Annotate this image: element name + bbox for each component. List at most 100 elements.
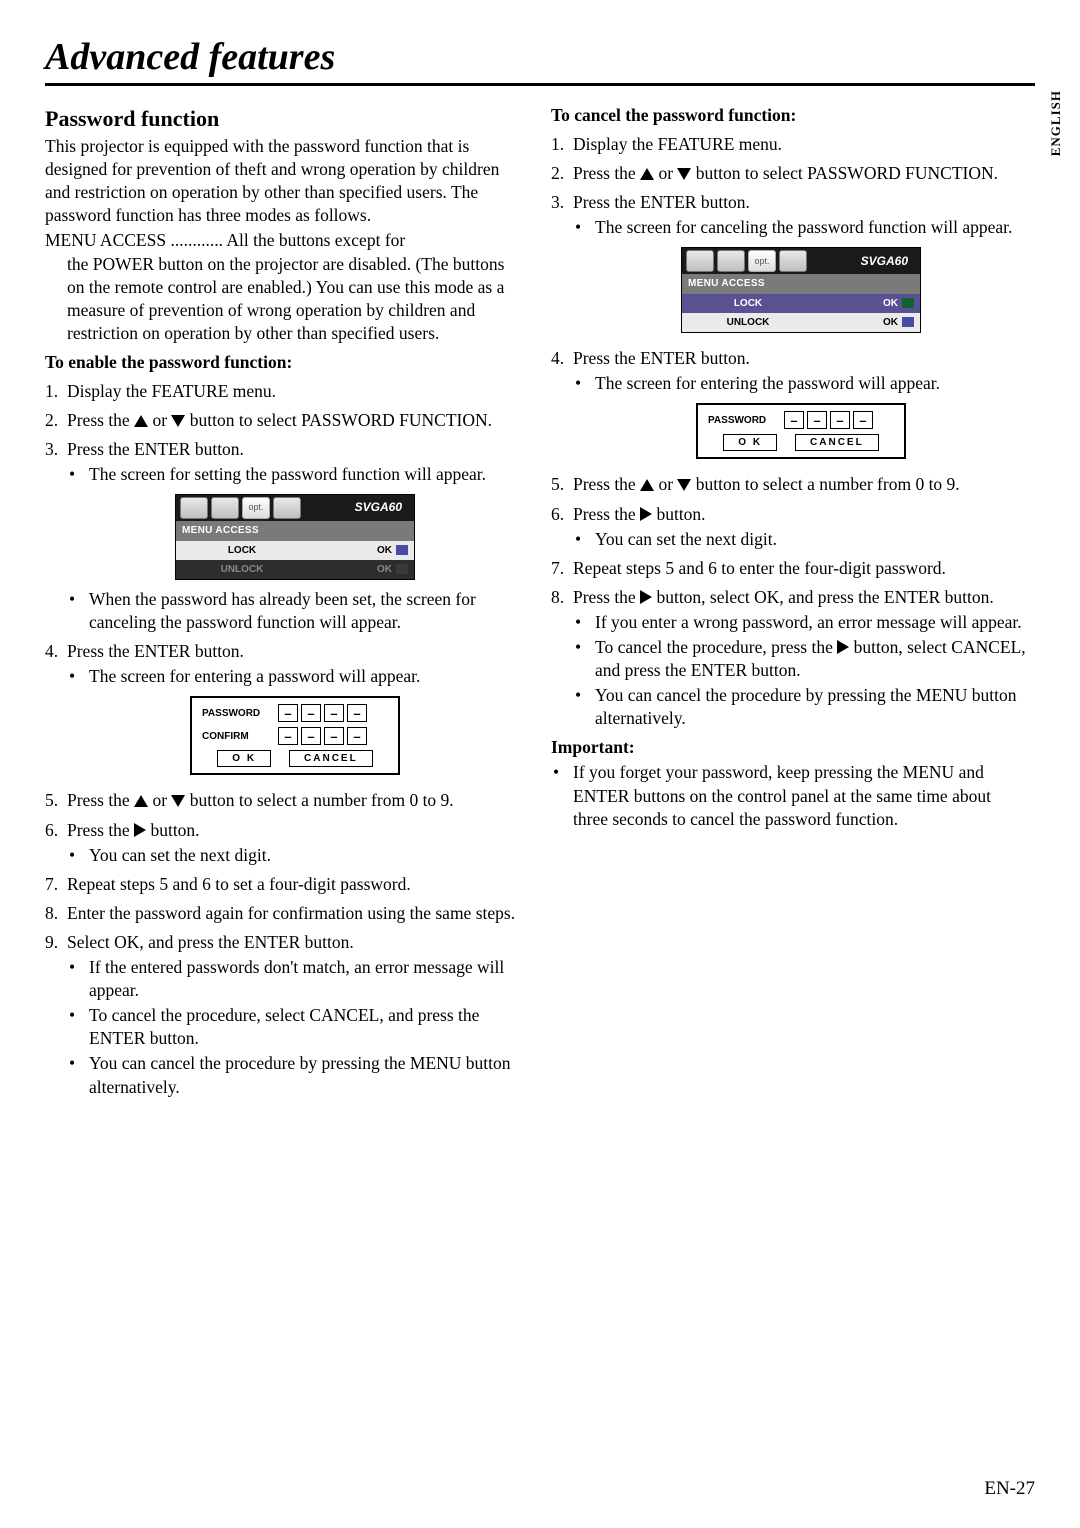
menu-access-description: MENU ACCESS ............ All the buttons… [45, 229, 523, 344]
pw-digit: – [807, 411, 827, 429]
pw-digit: – [830, 411, 850, 429]
pw-digit: – [347, 704, 367, 722]
step-7: 7.Repeat steps 5 and 6 to set a four-dig… [45, 873, 523, 896]
enter-icon-disabled [396, 564, 408, 574]
right-column: To cancel the password function: 1.Displ… [551, 104, 1029, 1099]
enter-icon [902, 298, 914, 308]
resolution-label: SVGA60 [355, 500, 410, 516]
right-arrow-icon [837, 640, 849, 654]
step-6-bullet: •You can set the next digit. [67, 844, 523, 867]
menu-access-label: MENU ACCESS ............ [45, 230, 223, 250]
unlock-row: UNLOCK OK [176, 560, 414, 579]
important-heading: Important: [551, 736, 1029, 759]
up-arrow-icon [640, 479, 654, 491]
confirm-label: CONFIRM [202, 730, 278, 743]
cancel-heading: To cancel the password function: [551, 104, 1029, 127]
cstep-6-bullet: •You can set the next digit. [573, 528, 1029, 551]
intro-paragraph: This projector is equipped with the pass… [45, 135, 523, 227]
lock-row: LOCK OK [682, 294, 920, 313]
cstep-5: 5.Press the or button to select a number… [551, 473, 1029, 496]
step-4: 4. Press the ENTER button. •The screen f… [45, 640, 523, 783]
pw-digit: – [301, 727, 321, 745]
step-9-bullet-1: •If the entered passwords don't match, a… [67, 956, 523, 1002]
step-9: 9. Select OK, and press the ENTER button… [45, 931, 523, 1099]
enter-icon [902, 317, 914, 327]
step-9-bullet-3: •You can cancel the procedure by pressin… [67, 1052, 523, 1098]
password-function-heading: Password function [45, 104, 523, 133]
unlock-row: UNLOCK OK [682, 313, 920, 332]
tab-icon-opt: opt. [748, 250, 776, 272]
right-arrow-icon [640, 590, 652, 604]
menu-screenshot-cancel: opt. SVGA60 MENU ACCESS LOCK OK UNLOCK [681, 247, 921, 333]
tab-icon-2 [211, 497, 239, 519]
pw-digit: – [324, 727, 344, 745]
cstep-8-bullet-3: •You can cancel the procedure by pressin… [573, 684, 1029, 730]
step-6: 6.Press the button. •You can set the nex… [45, 819, 523, 867]
down-arrow-icon [171, 415, 185, 427]
cstep-8-bullet-1: •If you enter a wrong password, an error… [573, 611, 1029, 634]
menu-header: MENU ACCESS [176, 521, 414, 540]
ok-button: O K [217, 750, 271, 767]
down-arrow-icon [171, 795, 185, 807]
right-arrow-icon [134, 823, 146, 837]
pw-digit: – [784, 411, 804, 429]
pw-digit: – [324, 704, 344, 722]
important-bullet: •If you forget your password, keep press… [551, 761, 1029, 830]
up-arrow-icon [640, 168, 654, 180]
cstep-7: 7.Repeat steps 5 and 6 to enter the four… [551, 557, 1029, 580]
down-arrow-icon [677, 479, 691, 491]
down-arrow-icon [677, 168, 691, 180]
cstep-3-bullet: •The screen for canceling the password f… [573, 216, 1029, 239]
tab-icon-1 [686, 250, 714, 272]
step-4-bullet: •The screen for entering a password will… [67, 665, 523, 688]
step-1: 1.Display the FEATURE menu. [45, 380, 523, 403]
tab-icon-2 [717, 250, 745, 272]
up-arrow-icon [134, 795, 148, 807]
menu-screenshot-enable: opt. SVGA60 MENU ACCESS LOCK OK UNLOCK [175, 494, 415, 580]
password-label: PASSWORD [202, 707, 278, 720]
step-3: 3. Press the ENTER button. •The screen f… [45, 438, 523, 634]
resolution-label: SVGA60 [861, 254, 916, 270]
tab-icon-4 [779, 250, 807, 272]
enable-heading: To enable the password function: [45, 351, 523, 374]
language-tab: ENGLISH [1048, 90, 1064, 156]
cstep-8-bullet-2: •To cancel the procedure, press the butt… [573, 636, 1029, 682]
up-arrow-icon [134, 415, 148, 427]
cstep-6: 6.Press the button. •You can set the nex… [551, 503, 1029, 551]
tab-icon-opt: opt. [242, 497, 270, 519]
pw-digit: – [278, 727, 298, 745]
password-label: PASSWORD [708, 414, 784, 427]
content-columns: Password function This projector is equi… [45, 104, 1035, 1099]
left-column: Password function This projector is equi… [45, 104, 523, 1099]
password-confirm-dialog: PASSWORD – – – – CONFIRM – – [190, 696, 400, 775]
ok-button: O K [723, 434, 777, 451]
step-9-bullet-2: •To cancel the procedure, select CANCEL,… [67, 1004, 523, 1050]
cstep-4-bullet: •The screen for entering the password wi… [573, 372, 1029, 395]
enter-icon [396, 545, 408, 555]
step-2: 2.Press the or button to select PASSWORD… [45, 409, 523, 432]
cancel-button: CANCEL [289, 750, 373, 767]
page-title: Advanced features [45, 35, 1035, 86]
cancel-steps: 1.Display the FEATURE menu. 2.Press the … [551, 133, 1029, 730]
right-arrow-icon [640, 507, 652, 521]
pw-digit: – [853, 411, 873, 429]
step-5: 5.Press the or button to select a number… [45, 789, 523, 812]
tab-icon-4 [273, 497, 301, 519]
step-3-post-bullet: •When the password has already been set,… [67, 588, 523, 634]
cstep-1: 1.Display the FEATURE menu. [551, 133, 1029, 156]
cstep-2: 2.Press the or button to select PASSWORD… [551, 162, 1029, 185]
cstep-4: 4. Press the ENTER button. •The screen f… [551, 347, 1029, 467]
pw-digit: – [278, 704, 298, 722]
lock-row: LOCK OK [176, 541, 414, 560]
step-3-bullet: •The screen for setting the password fun… [67, 463, 523, 486]
cstep-8: 8.Press the button, select OK, and press… [551, 586, 1029, 731]
menu-access-body: the POWER button on the projector are di… [67, 253, 523, 345]
tab-icon-1 [180, 497, 208, 519]
menu-header: MENU ACCESS [682, 274, 920, 293]
cstep-3: 3. Press the ENTER button. •The screen f… [551, 191, 1029, 341]
enable-steps: 1.Display the FEATURE menu. 2.Press the … [45, 380, 523, 1099]
step-8: 8.Enter the password again for confirmat… [45, 902, 523, 925]
password-dialog: PASSWORD – – – – O K CANCEL [696, 403, 906, 459]
pw-digit: – [347, 727, 367, 745]
cancel-button: CANCEL [795, 434, 879, 451]
